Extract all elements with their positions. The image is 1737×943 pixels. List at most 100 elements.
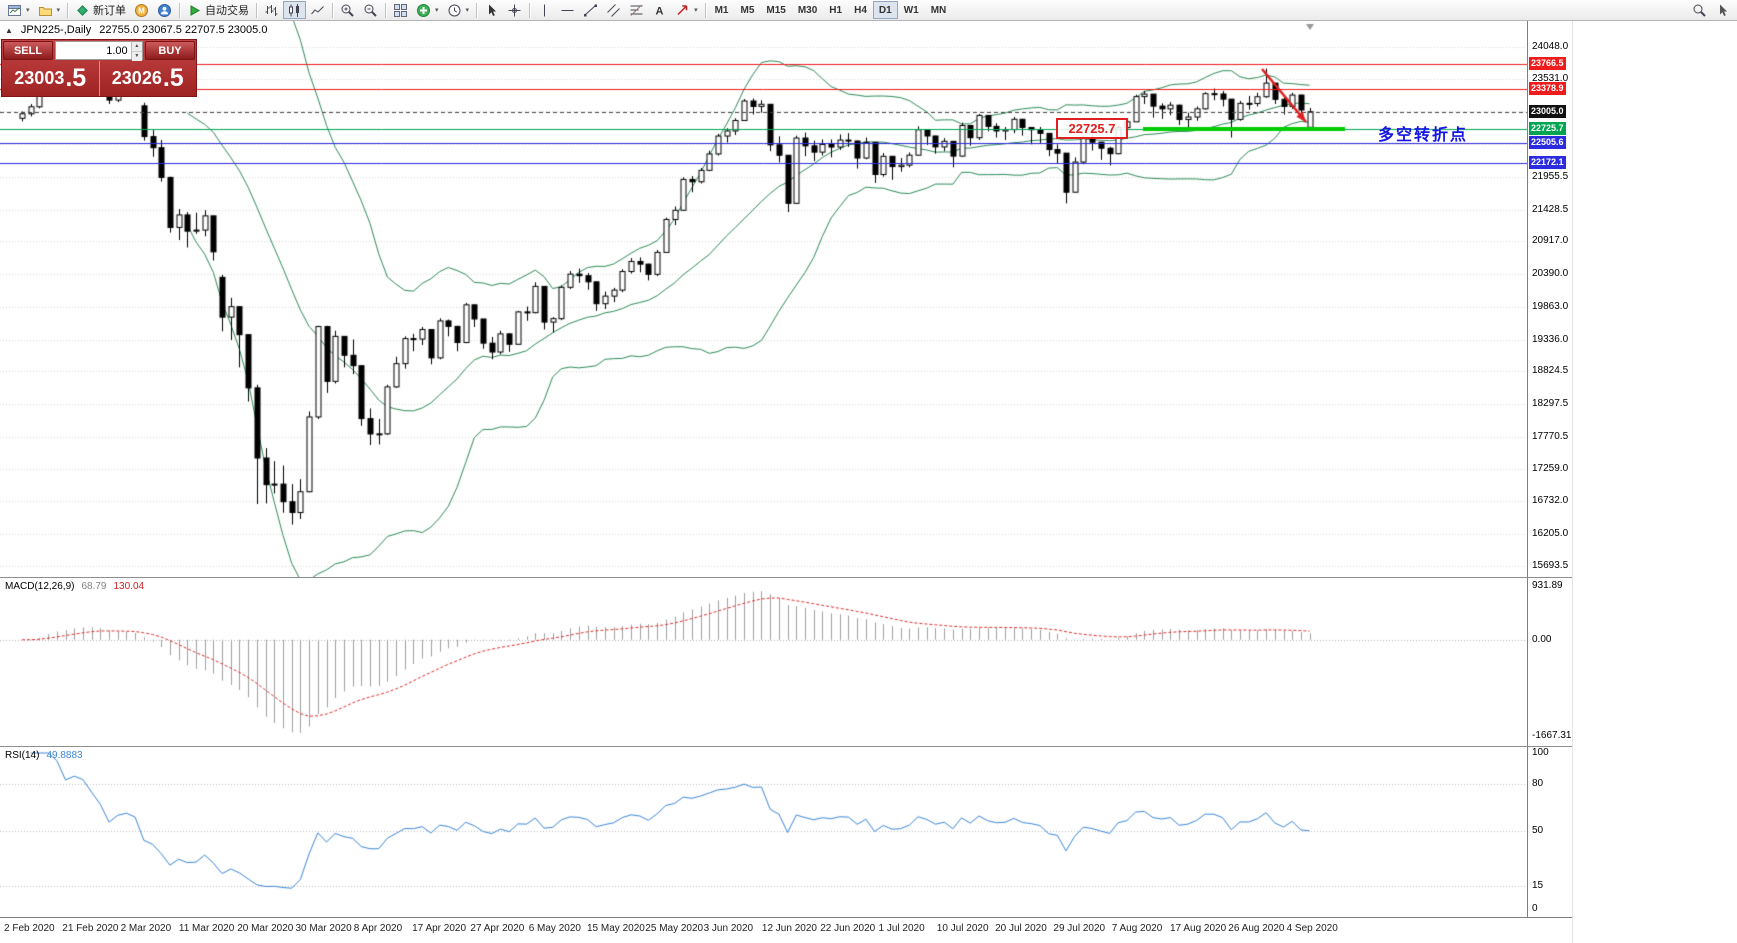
new-chart-button[interactable]: ▾ xyxy=(3,1,34,19)
workspace: 24048.0 23531.0 21955.5 21428.5 20917.0 20390… xyxy=(0,21,1737,943)
time-axis-label: 22 Jun 2020 xyxy=(820,923,876,934)
price-axis-badge: 23378.9 xyxy=(1529,81,1566,95)
trendline-tool-button[interactable] xyxy=(579,1,602,19)
volume-input[interactable] xyxy=(56,42,131,59)
time-axis[interactable]: 2 Feb 2020 21 Feb 2020 2 Mar 2020 11 Mar 20… xyxy=(0,917,1572,942)
search-button[interactable] xyxy=(1688,1,1711,19)
axis-label: 16732.0 xyxy=(1532,495,1569,507)
crosshair-tool-button[interactable] xyxy=(503,1,526,19)
timeframe-m1[interactable]: M1 xyxy=(709,1,735,19)
axis-label: 931.89 xyxy=(1532,580,1563,591)
rsi-pane: 100 80 50 15 0 RSI(14) 49.8883 xyxy=(0,746,1572,917)
new-order-icon xyxy=(77,4,88,16)
chevron-down-icon: ▾ xyxy=(56,7,61,14)
timeframe-h1[interactable]: H1 xyxy=(823,1,848,19)
main-chart-pane: 24048.0 23531.0 21955.5 21428.5 20917.0 20390… xyxy=(0,21,1572,577)
channel-tool-button[interactable] xyxy=(602,1,625,19)
svg-text:A: A xyxy=(656,5,664,17)
price-axis-badge: 22172.1 xyxy=(1529,156,1566,170)
buy-button[interactable]: BUY xyxy=(145,41,195,60)
rsi-canvas[interactable] xyxy=(0,747,1527,917)
new-order-label: 新订单 xyxy=(93,5,127,17)
timeframe-m15[interactable]: M15 xyxy=(760,1,791,19)
zoom-out-button[interactable] xyxy=(359,1,382,19)
tile-windows-button[interactable] xyxy=(389,1,412,19)
window-background xyxy=(1572,21,1737,943)
tile-windows-icon xyxy=(394,3,408,17)
toolbar-separator xyxy=(529,2,531,18)
pointer-button[interactable] xyxy=(1711,1,1734,19)
axis-label: 17259.0 xyxy=(1532,462,1569,474)
zoom-in-button[interactable] xyxy=(336,1,359,19)
chart-window: 24048.0 23531.0 21955.5 21428.5 20917.0 20390… xyxy=(0,21,1572,943)
indicators-button[interactable]: ▾ xyxy=(412,1,443,19)
time-axis-label: 10 Jul 2020 xyxy=(936,923,989,934)
axis-label: 21955.5 xyxy=(1532,170,1569,182)
axis-label: 50 xyxy=(1532,825,1544,836)
rsi-label: RSI(14) 49.8883 xyxy=(5,750,83,761)
line-chart-button[interactable] xyxy=(306,1,329,19)
cursor-icon xyxy=(489,4,497,16)
arrow-icon xyxy=(677,4,688,15)
time-axis-label: 2 Mar 2020 xyxy=(120,923,172,934)
timeframe-m5[interactable]: M5 xyxy=(734,1,760,19)
profiles-button[interactable]: ▾ xyxy=(34,1,65,19)
volume-down-button[interactable]: ▼ xyxy=(131,52,142,61)
time-axis-label: 12 Jun 2020 xyxy=(761,923,817,934)
new-order-button[interactable]: 新订单 xyxy=(71,1,130,19)
axis-label: 19336.0 xyxy=(1532,333,1569,345)
mql-icon: M xyxy=(135,3,149,17)
buy-price[interactable]: 23026.5 xyxy=(100,61,197,96)
axis-label: 21428.5 xyxy=(1532,203,1569,215)
axis-label: -1667.31 xyxy=(1532,730,1572,741)
time-axis-label: 17 Apr 2020 xyxy=(412,923,467,934)
timeframe-d1[interactable]: D1 xyxy=(872,1,898,19)
timeframe-h4[interactable]: H4 xyxy=(848,1,873,19)
periods-button[interactable]: ▾ xyxy=(443,1,474,19)
community-button[interactable] xyxy=(153,1,176,19)
macd-label: MACD(12,26,9) 68.79 130.04 xyxy=(5,581,144,592)
timeframe-mn[interactable]: MN xyxy=(925,1,953,19)
clock-icon xyxy=(448,4,461,16)
price-axis-badge: 23766.5 xyxy=(1529,57,1566,71)
candles-icon xyxy=(289,3,300,17)
zoom-out-icon xyxy=(364,4,377,17)
time-axis-label: 7 Aug 2020 xyxy=(1111,923,1163,934)
fibonacci-tool-button[interactable] xyxy=(625,1,648,19)
autotrading-button[interactable]: 自动交易 xyxy=(183,1,253,19)
autotrading-label: 自动交易 xyxy=(205,5,250,17)
price-annotation-box: 22725.7 xyxy=(1056,118,1128,139)
sell-price[interactable]: 23003.5 xyxy=(2,61,100,96)
sell-button[interactable]: SELL xyxy=(3,41,53,60)
text-tool-button[interactable]: A xyxy=(648,1,671,19)
timeframe-w1[interactable]: W1 xyxy=(898,1,925,19)
macd-name: MACD(12,26,9) xyxy=(5,581,75,592)
price-axis-badge: 23005.0 xyxy=(1529,104,1566,118)
buy-price-main: 23026 xyxy=(111,68,162,88)
toolbar-separator xyxy=(332,2,334,18)
price-chart-canvas[interactable] xyxy=(0,21,1527,577)
macd-axis: 931.89 0.00 -1667.31 xyxy=(1527,578,1572,746)
chevron-down-icon: ▾ xyxy=(26,7,30,14)
time-axis-label: 2 Feb 2020 xyxy=(4,923,55,934)
toolbar-separator xyxy=(704,2,706,18)
trade-panel-prices: 23003.5 23026.5 xyxy=(2,61,196,96)
timeframe-m30[interactable]: M30 xyxy=(792,1,823,19)
cursor-tool-button[interactable] xyxy=(480,1,503,19)
chevron-down-icon: ▾ xyxy=(465,7,470,14)
trendline-icon xyxy=(584,4,598,16)
pointer-icon xyxy=(1720,4,1728,16)
bar-chart-button[interactable] xyxy=(260,1,283,19)
volume-up-button[interactable]: ▲ xyxy=(131,42,142,52)
vline-tool-button[interactable] xyxy=(533,1,556,19)
axis-label: 18297.5 xyxy=(1532,398,1569,410)
time-axis-label: 21 Feb 2020 xyxy=(62,923,119,934)
one-click-toggle-icon[interactable]: ▲ xyxy=(5,25,13,35)
candlestick-chart-button[interactable] xyxy=(283,1,307,19)
arrows-tool-button[interactable]: ▾ xyxy=(671,1,702,19)
time-axis-label: 20 Jul 2020 xyxy=(995,923,1047,934)
macd-canvas[interactable] xyxy=(0,578,1527,746)
hline-tool-button[interactable] xyxy=(556,1,579,19)
axis-label: 17770.5 xyxy=(1532,430,1569,442)
mql-community-button[interactable]: M xyxy=(130,1,153,19)
